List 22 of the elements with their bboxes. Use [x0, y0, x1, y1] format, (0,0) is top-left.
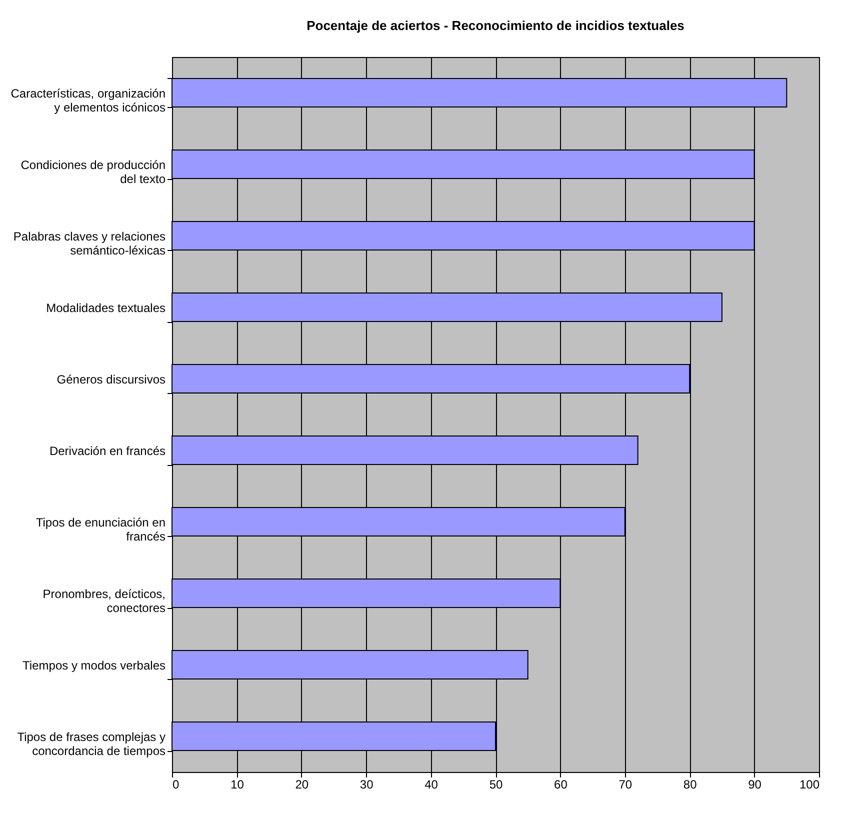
x-tick-label: 20	[295, 778, 309, 792]
y-tick-label: Tiempos y modos verbales	[22, 658, 166, 672]
x-tick-label: 10	[230, 778, 244, 792]
x-tick-label: 80	[683, 778, 698, 792]
x-tick-label: 30	[360, 778, 374, 792]
chart-title: Pocentaje de aciertos - Reconocimiento de incidios textuales	[306, 18, 684, 33]
x-tick-label: 50	[489, 778, 503, 792]
y-tick-label: Palabras claves y relaciones semántico-léxicas	[13, 229, 166, 258]
x-tick-label: 0	[172, 778, 180, 792]
x-tick-label: 90	[748, 778, 762, 792]
x-tick-label: 40	[424, 778, 438, 792]
y-tick-label: Condiciones de producción del texto	[20, 158, 166, 186]
y-tick-label: Géneros discursivos	[56, 372, 166, 386]
y-tick-label: Modalidades textuales	[46, 300, 166, 315]
x-tick-label: 60	[554, 778, 568, 792]
y-tick-label: Tipos de enunciación en francés	[36, 515, 166, 544]
x-tick-label: 70	[618, 778, 632, 792]
y-tick-label: Características, organización y elementos icónicos	[10, 86, 166, 114]
x-tick-label: 100	[799, 778, 820, 792]
y-tick-label: Derivación en francés	[49, 444, 166, 458]
y-tick-label: Tipos de frases complejas y concordancia de tiempos	[17, 730, 166, 758]
y-tick-label: Pronombres, deícticos, conectores	[42, 586, 166, 615]
